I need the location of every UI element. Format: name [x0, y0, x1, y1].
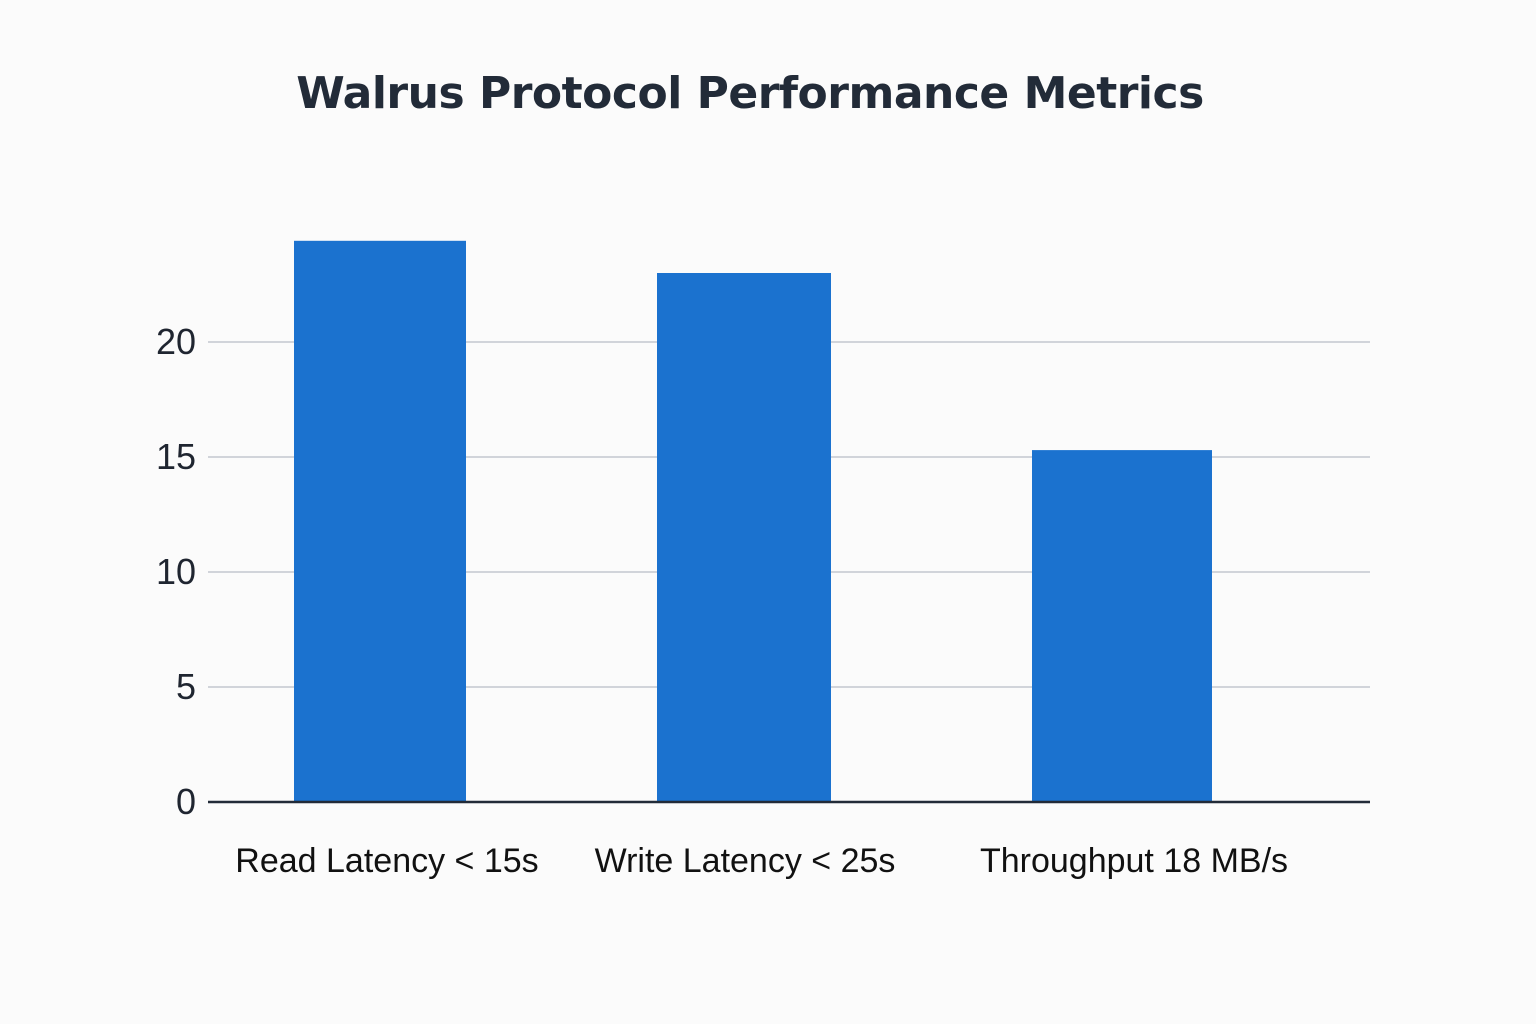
y-tick-label: 15	[156, 436, 196, 477]
x-tick-label: Read Latency < 15s	[235, 842, 538, 880]
x-tick-label: Write Latency < 25s	[595, 842, 896, 880]
bar	[294, 241, 466, 802]
y-tick-label: 10	[156, 551, 196, 592]
y-tick-label: 20	[156, 321, 196, 362]
bar	[1032, 450, 1212, 802]
x-tick-label: Throughput 18 MB/s	[980, 842, 1288, 880]
y-tick-label: 0	[176, 781, 196, 822]
bar	[657, 273, 831, 802]
y-tick-label: 5	[176, 666, 196, 707]
